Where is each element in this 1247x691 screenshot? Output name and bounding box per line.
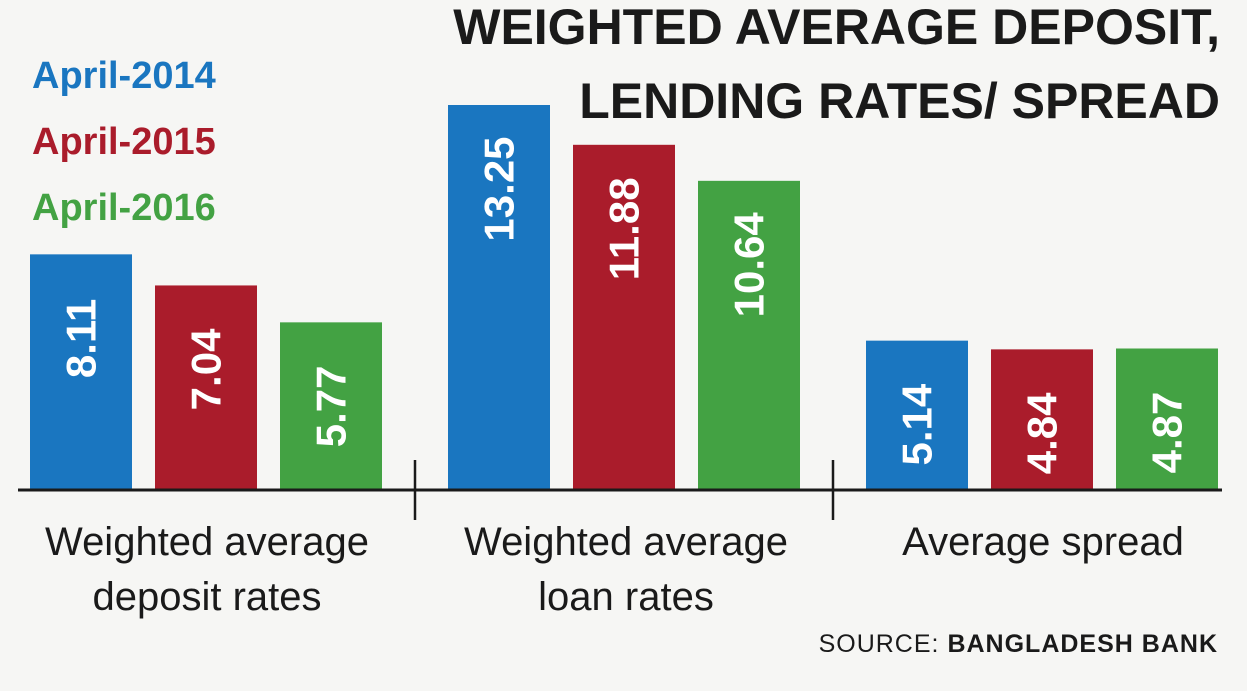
data-label-april-2015-3: 4.84 [1019,392,1066,474]
data-label-april-2014-2: 13.25 [476,136,523,241]
data-label-april-2016-2: 10.64 [726,212,773,318]
data-label-april-2016-1: 5.77 [308,365,355,447]
bar-april-2015-3 [991,349,1093,490]
bar-april-2016-2 [698,180,800,490]
bar-april-2014-3 [866,340,968,490]
chart-title: WEIGHTED AVERAGE DEPOSIT, LENDING RATES/ … [453,0,1220,129]
source-prefix: SOURCE: [819,630,948,658]
source-name: BANGLADESH BANK [947,630,1218,658]
bar-april-2014-2 [448,105,550,490]
title-line-1: WEIGHTED AVERAGE DEPOSIT, [453,0,1220,55]
legend-item-april-2016: April-2016 [32,187,216,229]
legend-item-april-2014: April-2014 [32,55,216,97]
category-label-2-line-2: loan rates [538,575,714,619]
bar-april-2016-3 [1116,348,1218,490]
category-label-2-line-1: Weighted average [464,520,788,564]
bar-april-2016-1 [280,322,382,490]
data-label-april-2014-1: 8.11 [58,299,105,378]
bar-april-2015-2 [573,144,675,490]
data-label-april-2016-3: 4.87 [1144,392,1191,474]
legend-item-april-2015: April-2015 [32,121,216,163]
data-label-april-2015-2: 11.88 [601,177,648,280]
category-label-1-line-2: deposit rates [92,575,321,619]
data-label-april-2015-1: 7.04 [183,328,230,410]
bar-april-2014-1 [30,254,132,490]
legend: April-2014 April-2015 April-2016 [32,55,216,229]
category-label-3-line-1: Average spread [902,520,1184,564]
bars: 8.11 13.25 5.14 7.04 11.88 4.84 5.77 10.64 4.87 [30,105,1218,490]
source-note: SOURCE: BANGLADESH BANK [819,630,1218,658]
title-line-2: LENDING RATES/ SPREAD [579,73,1220,129]
category-labels: Weighted average deposit rates Weighted av… [45,520,1184,619]
category-label-1-line-1: Weighted average [45,520,369,564]
data-label-april-2014-3: 5.14 [894,383,941,465]
bar-april-2015-1 [155,285,257,490]
